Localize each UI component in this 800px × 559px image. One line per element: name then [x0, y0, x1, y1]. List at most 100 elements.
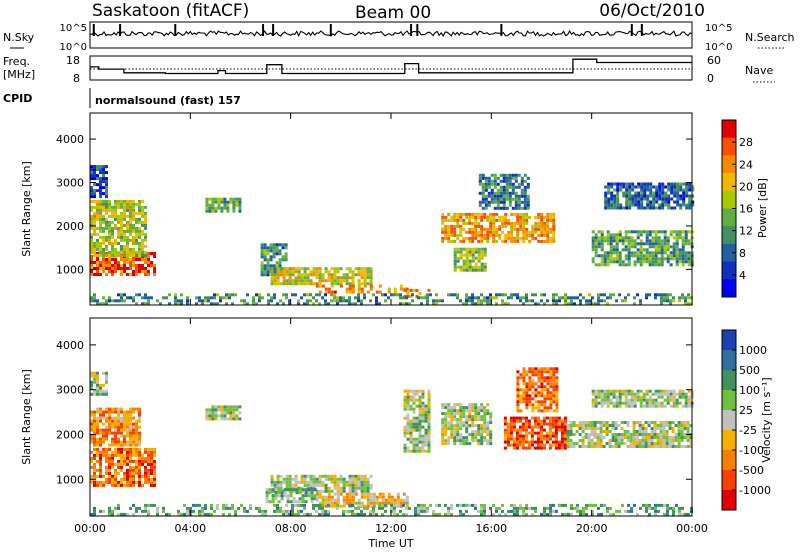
echo-cell: [487, 194, 491, 198]
echo-cell: [111, 419, 114, 423]
echo-cell: [662, 427, 666, 430]
echo-cell: [536, 437, 540, 441]
echo-cell: [195, 302, 198, 306]
echo-cell: [90, 374, 93, 378]
echo-cell: [515, 419, 519, 423]
echo-cell: [123, 250, 126, 254]
echo-cell: [614, 442, 618, 445]
echo-cell: [597, 512, 600, 516]
echo-cell: [684, 395, 688, 399]
echo-cell: [506, 437, 510, 441]
echo-cell: [318, 474, 322, 478]
echo-cell: [518, 437, 522, 441]
echo-cell: [117, 229, 120, 233]
echo-cell: [669, 404, 673, 408]
echo-cell: [666, 248, 670, 252]
echo-cell: [456, 212, 460, 216]
echo-cell: [291, 512, 294, 516]
echo-cell: [313, 494, 317, 498]
echo-cell: [594, 248, 598, 252]
echo-cell: [597, 296, 600, 300]
echo-cell: [650, 430, 654, 433]
echo-cell: [465, 256, 469, 260]
echo-cell: [686, 445, 690, 448]
echo-cell: [679, 206, 683, 210]
echo-cell: [552, 212, 556, 216]
echo-cell: [477, 265, 481, 269]
freq-unit-label: [MHz]: [3, 68, 35, 81]
echo-cell: [603, 395, 607, 399]
echo-cell: [102, 171, 105, 175]
echo-cell: [691, 188, 695, 192]
colorbar-swatch-7: [722, 243, 736, 263]
echo-cell: [351, 480, 355, 484]
echo-cell: [628, 206, 632, 210]
echo-cell: [276, 270, 280, 274]
echo-cell: [272, 270, 276, 274]
echo-cell: [405, 506, 408, 510]
echo-region-0: [90, 252, 156, 276]
echo-cell: [204, 296, 207, 300]
echo-cell: [144, 205, 147, 209]
echo-cell: [147, 258, 150, 261]
echo-cell: [228, 512, 231, 516]
echo-cell: [474, 433, 478, 437]
echo-cell: [105, 202, 108, 206]
echo-cell: [549, 212, 553, 216]
echo-cell: [403, 288, 407, 292]
echo-cell: [525, 385, 529, 389]
echo-cell: [549, 506, 552, 510]
echo-cell: [415, 425, 419, 429]
echo-cell: [132, 229, 135, 233]
echo-cell: [685, 191, 689, 195]
echo-cell: [281, 255, 285, 259]
echo-cell: [141, 238, 144, 242]
echo-cell: [378, 501, 382, 505]
echo-cell: [477, 230, 481, 234]
echo-cell: [117, 465, 120, 469]
echo-cell: [489, 293, 492, 297]
echo-cell: [96, 174, 99, 178]
echo-cell: [650, 439, 654, 442]
echo-cell: [117, 214, 120, 218]
echo-cell: [303, 276, 307, 280]
echo-cell: [258, 296, 261, 300]
echo-cell: [93, 422, 96, 426]
echo-cell: [351, 492, 355, 496]
echo-cell: [270, 273, 274, 277]
echo-cell: [480, 506, 483, 510]
echo-cell: [627, 236, 631, 240]
echo-cell: [226, 200, 230, 204]
echo-cell: [526, 176, 530, 180]
echo-region-8: [441, 212, 556, 243]
echo-cell: [226, 206, 230, 210]
colorbar-swatch-1: [722, 137, 736, 156]
echo-cell: [418, 398, 422, 402]
echo-cell: [684, 254, 688, 258]
echo-cell: [483, 262, 487, 266]
echo-cell: [216, 293, 219, 297]
echo-cell: [632, 436, 636, 439]
echo-cell: [339, 276, 343, 280]
echo-cell: [681, 245, 685, 249]
echo-cell: [666, 242, 670, 246]
echo-cell: [120, 250, 123, 254]
echo-cell: [114, 440, 117, 444]
echo-cell: [105, 208, 108, 212]
echo-cell: [663, 296, 666, 300]
echo-cell: [659, 442, 663, 445]
echo-cell: [483, 503, 486, 507]
echo-cell: [533, 416, 537, 420]
echo-cell: [291, 483, 295, 487]
echo-cell: [138, 462, 141, 466]
echo-cell: [123, 428, 126, 432]
echo-cell: [513, 512, 516, 516]
echo-cell: [605, 427, 609, 430]
echo-cell: [129, 419, 132, 423]
echo-cell: [441, 236, 445, 240]
echo-cell: [117, 261, 120, 264]
echo-cell: [260, 273, 264, 277]
echo-cell: [549, 406, 553, 410]
echo-cell: [465, 409, 469, 413]
echo-cell: [480, 218, 484, 222]
